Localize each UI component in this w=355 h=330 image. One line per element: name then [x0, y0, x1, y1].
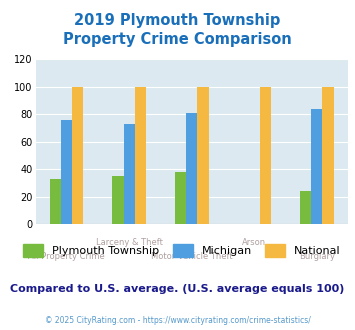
Legend: Plymouth Township, Michigan, National: Plymouth Township, Michigan, National — [23, 245, 341, 257]
Text: 2019 Plymouth Township
Property Crime Comparison: 2019 Plymouth Township Property Crime Co… — [63, 13, 292, 47]
Text: Arson: Arson — [242, 238, 266, 247]
Bar — [72, 87, 83, 224]
Text: Larceny & Theft: Larceny & Theft — [96, 238, 163, 247]
Bar — [197, 87, 209, 224]
Bar — [260, 87, 271, 224]
Text: Burglary: Burglary — [299, 252, 335, 261]
Bar — [112, 176, 124, 224]
Bar — [311, 109, 322, 224]
Text: Compared to U.S. average. (U.S. average equals 100): Compared to U.S. average. (U.S. average … — [10, 284, 345, 294]
Bar — [135, 87, 146, 224]
Text: © 2025 CityRating.com - https://www.cityrating.com/crime-statistics/: © 2025 CityRating.com - https://www.city… — [45, 316, 310, 325]
Bar — [50, 179, 61, 224]
Text: Motor Vehicle Theft: Motor Vehicle Theft — [151, 252, 233, 261]
Bar — [61, 120, 72, 224]
Bar — [300, 191, 311, 224]
Bar — [124, 124, 135, 224]
Text: All Property Crime: All Property Crime — [28, 252, 105, 261]
Bar — [322, 87, 334, 224]
Bar — [175, 172, 186, 224]
Bar — [186, 113, 197, 224]
